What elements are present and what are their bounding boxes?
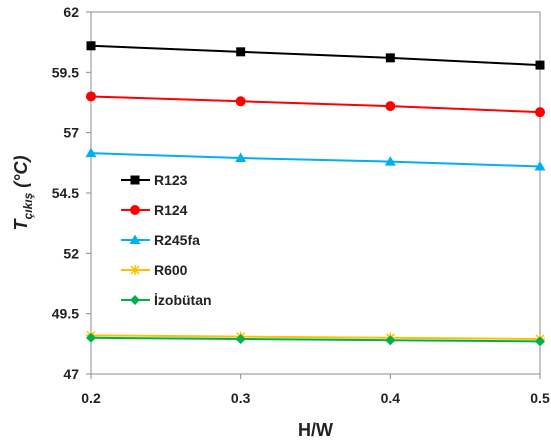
legend-item: R124 [121,202,188,218]
y-tick-label: 49.5 [52,306,79,322]
y-tick-label: 54.5 [52,185,79,201]
data-point [235,152,247,163]
series-line [90,95,541,114]
y-tick-label: 62 [63,4,79,20]
y-tick-label: 52 [63,245,79,261]
data-point [535,336,545,347]
legend-item: İzobütan [121,292,212,308]
y-tick-label: 57 [63,125,79,141]
data-point [384,156,396,166]
y-axis-ticks: 47 49.5 52 54.5 57 59.5 62 [52,4,91,382]
legend-marker [130,265,140,275]
series-r245fa [85,147,546,171]
data-point [385,335,396,346]
legend-label: İzobütan [154,292,212,308]
x-tick-label: 0.5 [530,390,550,406]
legend-label: R123 [154,172,188,188]
legend-label: R124 [154,202,188,218]
legend: R123 R124 R245fa R600 İzobütan [121,172,212,308]
x-axis-ticks: 0.2 0.3 0.4 0.5 [81,374,550,406]
legend-marker [130,175,140,185]
data-point [86,332,96,343]
x-axis-title: H/W [298,420,333,440]
x-tick-label: 0.2 [81,390,101,406]
y-tick-label: 47 [63,366,79,382]
series-line [90,152,541,168]
y-tick-label: 59.5 [52,64,79,80]
data-point [236,47,246,57]
series-line [90,336,541,343]
series-layer [85,41,546,347]
data-point [86,91,96,102]
legend-marker [130,205,140,215]
series-line [90,334,541,341]
plot-area [90,11,541,375]
x-tick-label: 0.4 [381,390,401,406]
legend-marker [129,234,141,244]
data-point [535,107,545,118]
data-point [535,60,545,70]
data-point [534,160,546,171]
legend-label: R600 [154,262,188,278]
y-axis-title-sub: çıkış [21,192,35,219]
legend-marker [130,295,140,305]
legend-label: R245fa [154,232,200,248]
legend-item: R123 [121,172,188,188]
legend-item: R245fa [121,232,200,248]
series-line [90,44,541,67]
data-point [86,41,96,51]
legend-item: R600 [121,262,188,278]
data-point [85,147,97,158]
y-axis-title-unit: (°C) [11,156,31,193]
x-tick-label: 0.3 [231,390,251,406]
series-i̇zobütan [86,332,545,347]
series-r123 [86,41,545,70]
data-point [235,334,246,345]
data-point [235,96,246,107]
data-point [385,53,395,63]
data-point [385,101,396,112]
series-r124 [86,91,545,118]
y-axis-title-main: T [11,217,31,230]
y-axis-title: Tçıkış (°C) [11,156,35,231]
